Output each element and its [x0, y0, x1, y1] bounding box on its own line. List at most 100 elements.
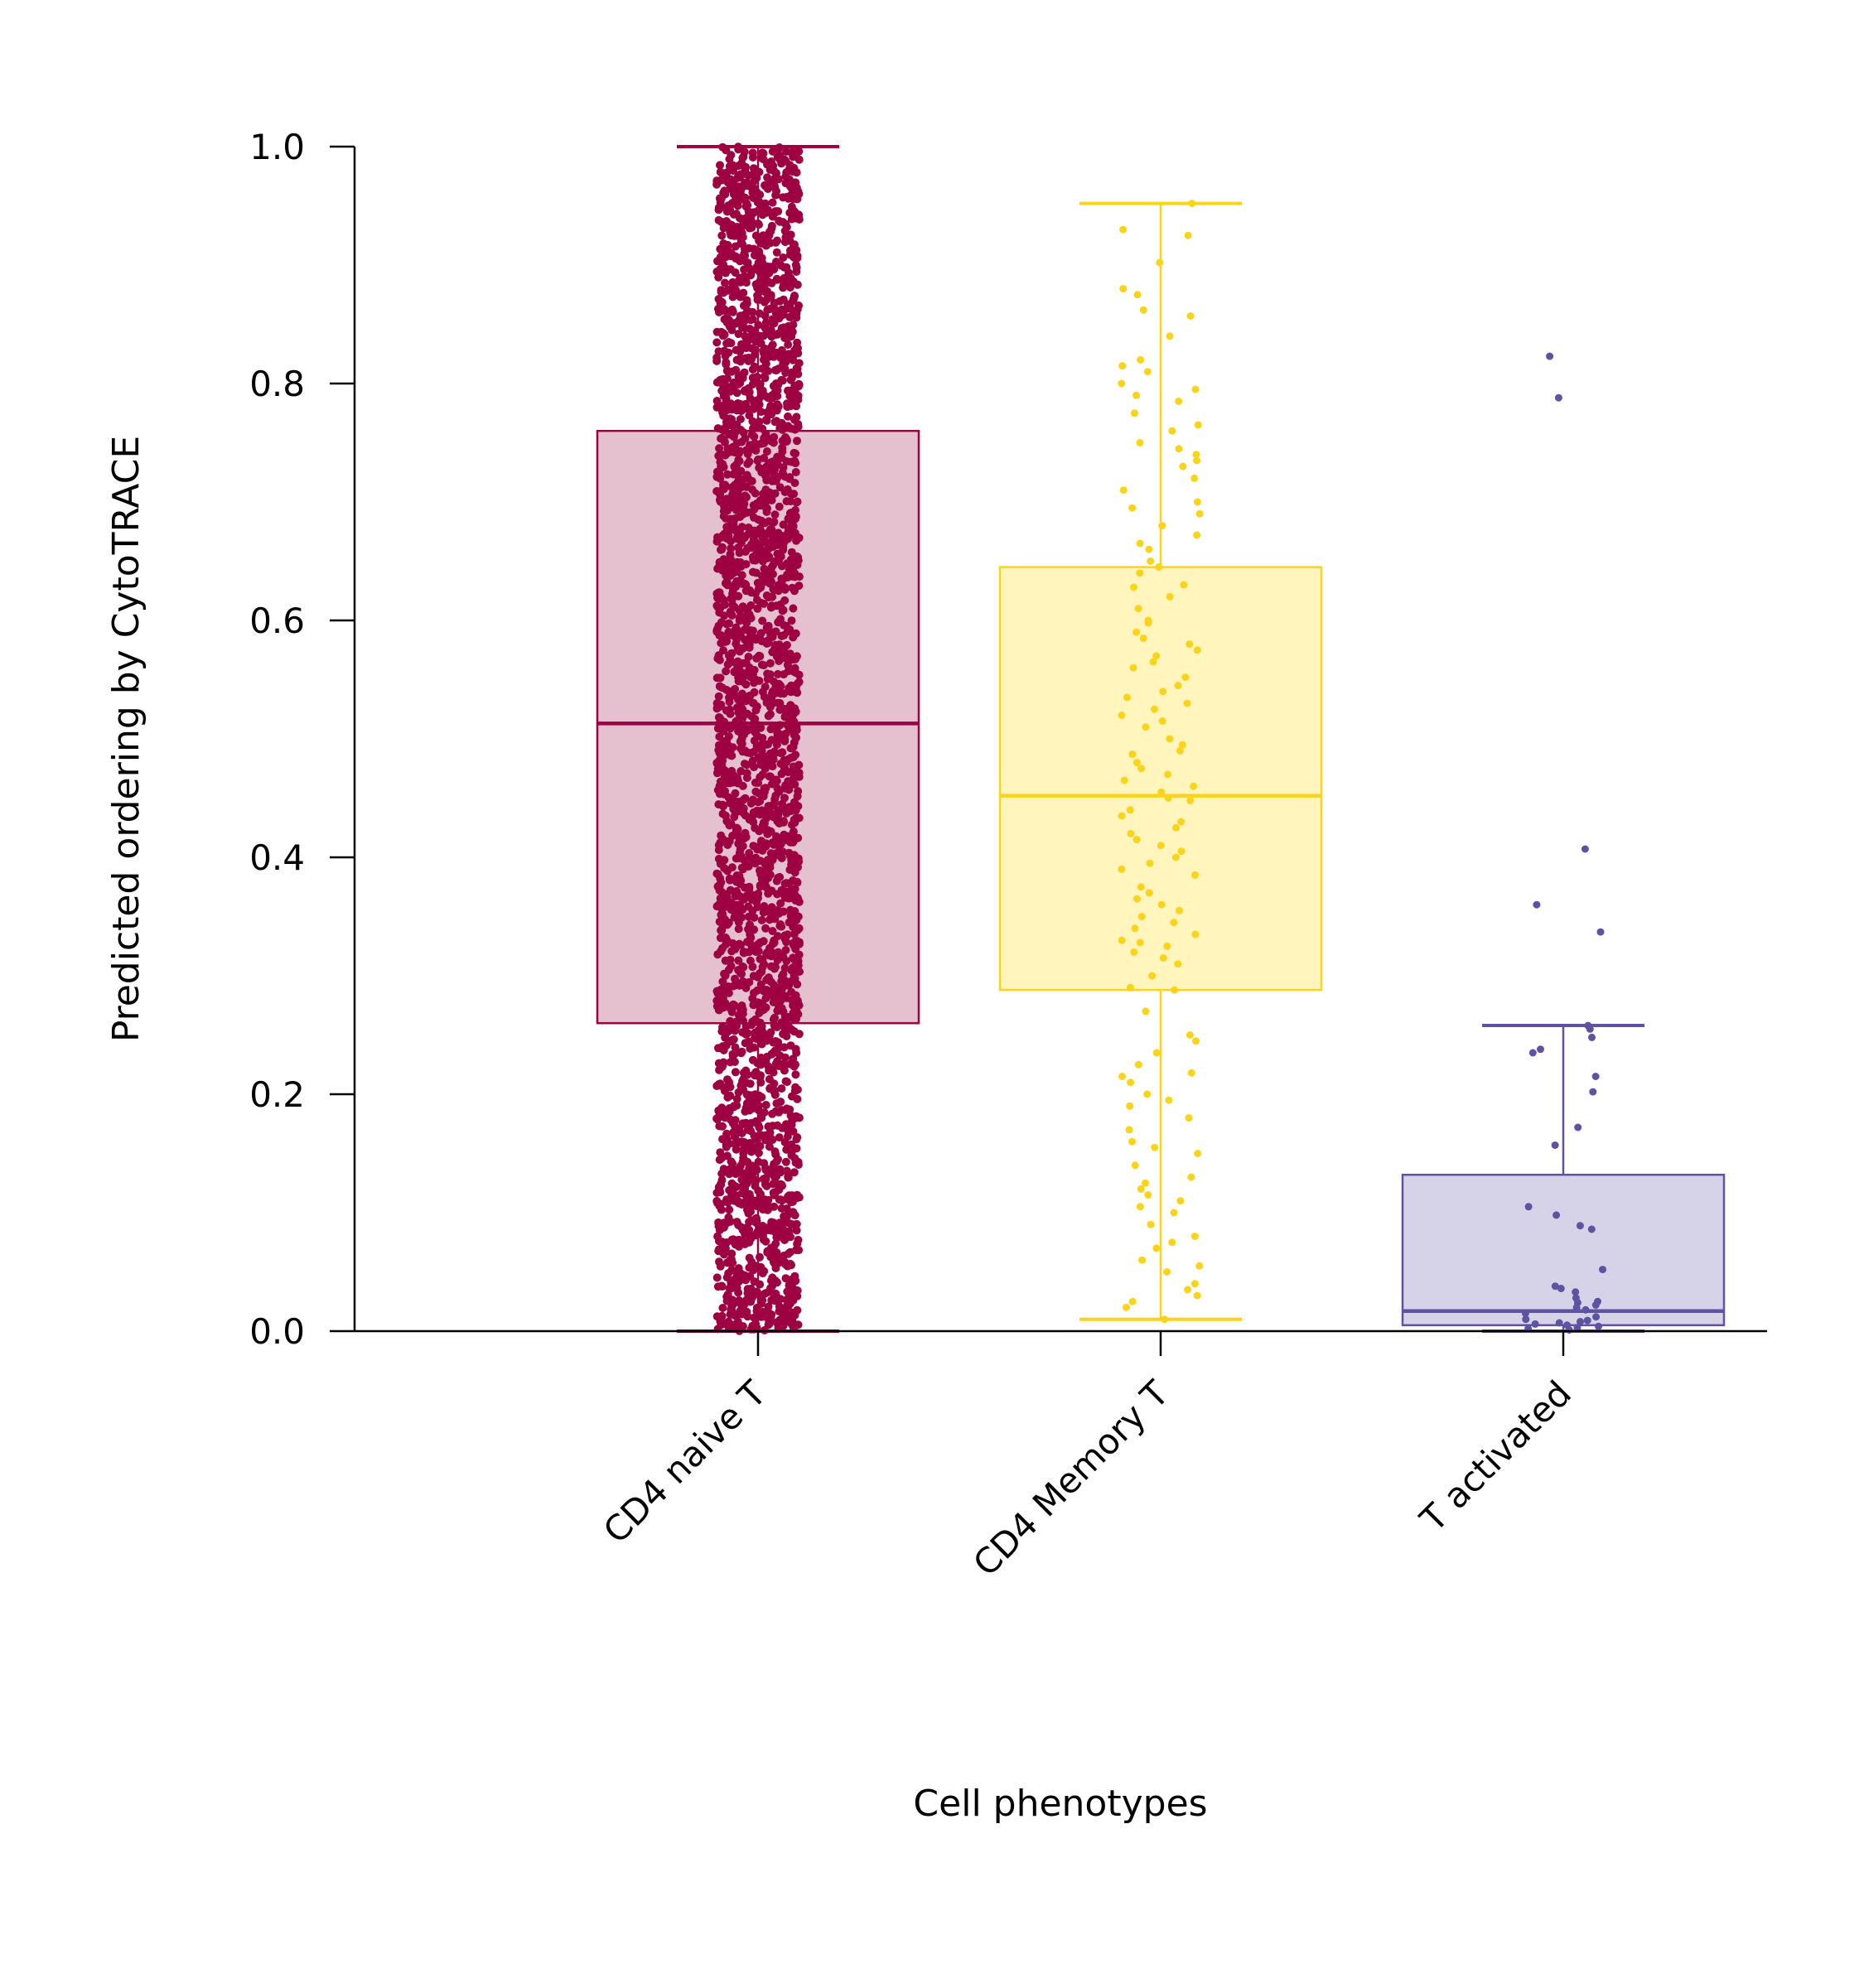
data-point: [1193, 498, 1201, 506]
data-point: [716, 203, 725, 212]
data-point: [774, 402, 783, 411]
data-point: [777, 350, 785, 358]
data-point: [792, 1135, 801, 1144]
data-point: [773, 152, 782, 162]
data-point: [1136, 439, 1144, 446]
data-point: [727, 326, 736, 335]
data-point: [1137, 913, 1146, 920]
data-point: [748, 148, 757, 157]
y-tick-label: 0.0: [249, 1311, 305, 1352]
data-point: [774, 817, 783, 826]
data-point: [753, 972, 762, 982]
data-point: [727, 199, 736, 208]
data-point: [746, 212, 756, 221]
data-point: [770, 174, 780, 183]
data-point: [1132, 628, 1141, 636]
data-point: [719, 646, 728, 655]
data-point: [787, 885, 796, 894]
data-point: [1147, 557, 1155, 565]
data-point: [768, 592, 777, 601]
data-point: [1128, 504, 1136, 512]
data-point: [733, 223, 742, 232]
data-point: [736, 466, 746, 475]
data-point: [716, 1180, 725, 1189]
data-point: [717, 905, 727, 914]
data-point: [741, 202, 751, 211]
data-point: [786, 569, 795, 578]
data-point: [759, 1205, 767, 1214]
data-point: [1128, 1137, 1136, 1146]
data-point: [732, 278, 741, 287]
data-point: [1129, 663, 1137, 672]
data-point: [789, 633, 798, 642]
data-point: [781, 1157, 790, 1166]
data-point: [767, 1310, 776, 1319]
data-point: [770, 964, 779, 973]
data-point: [754, 1149, 763, 1157]
y-tick-label: 0.8: [249, 364, 305, 404]
data-point: [780, 712, 790, 721]
data-point: [758, 210, 767, 220]
data-point: [757, 364, 766, 374]
data-point: [1184, 231, 1192, 239]
data-point: [745, 610, 754, 620]
data-point: [1181, 673, 1190, 682]
data-point: [1146, 859, 1154, 867]
data-point: [734, 726, 743, 736]
data-point: [746, 799, 756, 808]
data-point: [761, 1101, 770, 1109]
data-point: [736, 631, 745, 640]
data-point: [772, 832, 780, 841]
data-point: [1592, 1313, 1601, 1321]
data-point: [741, 324, 750, 333]
data-point: [712, 1273, 722, 1282]
data-point: [755, 463, 764, 472]
data-point: [746, 634, 755, 643]
data-point: [1147, 1220, 1155, 1228]
data-point: [782, 1166, 791, 1175]
data-point: [717, 834, 727, 843]
data-point: [1183, 699, 1191, 707]
data-point: [728, 691, 737, 700]
y-tick-label: 0.2: [249, 1074, 305, 1115]
data-point: [790, 490, 799, 499]
data-point: [722, 514, 731, 523]
data-point: [789, 923, 798, 932]
data-point: [715, 1257, 723, 1267]
data-point: [1137, 765, 1146, 773]
data-point: [763, 839, 772, 848]
data-point: [773, 236, 782, 245]
data-point: [720, 502, 729, 511]
data-point: [732, 823, 741, 832]
data-point: [1119, 225, 1128, 234]
data-point: [1120, 776, 1128, 784]
data-point: [765, 488, 775, 497]
data-point: [714, 268, 723, 277]
data-point: [761, 323, 770, 332]
data-point: [716, 167, 725, 176]
data-point: [762, 810, 771, 819]
data-point: [761, 1237, 770, 1246]
data-point: [740, 1185, 749, 1194]
data-point: [775, 1258, 785, 1267]
data-point: [1176, 906, 1183, 914]
data-point: [787, 1092, 796, 1101]
data-point: [1143, 1090, 1152, 1098]
data-point: [736, 737, 745, 746]
data-point: [753, 1310, 762, 1320]
data-point: [737, 913, 746, 922]
data-point: [760, 599, 769, 608]
data-point: [727, 1179, 736, 1188]
data-point: [790, 387, 799, 396]
data-point: [749, 1266, 758, 1275]
data-point: [721, 579, 730, 588]
data-point: [767, 1218, 776, 1227]
data-point: [770, 1090, 780, 1099]
x-tick-label: T activated: [1412, 1373, 1579, 1540]
data-point: [791, 468, 800, 476]
data-point: [1531, 1320, 1539, 1328]
data-point: [775, 705, 785, 714]
data-point: [788, 1220, 797, 1229]
data-point: [729, 1035, 738, 1044]
data-point: [1591, 1073, 1600, 1080]
